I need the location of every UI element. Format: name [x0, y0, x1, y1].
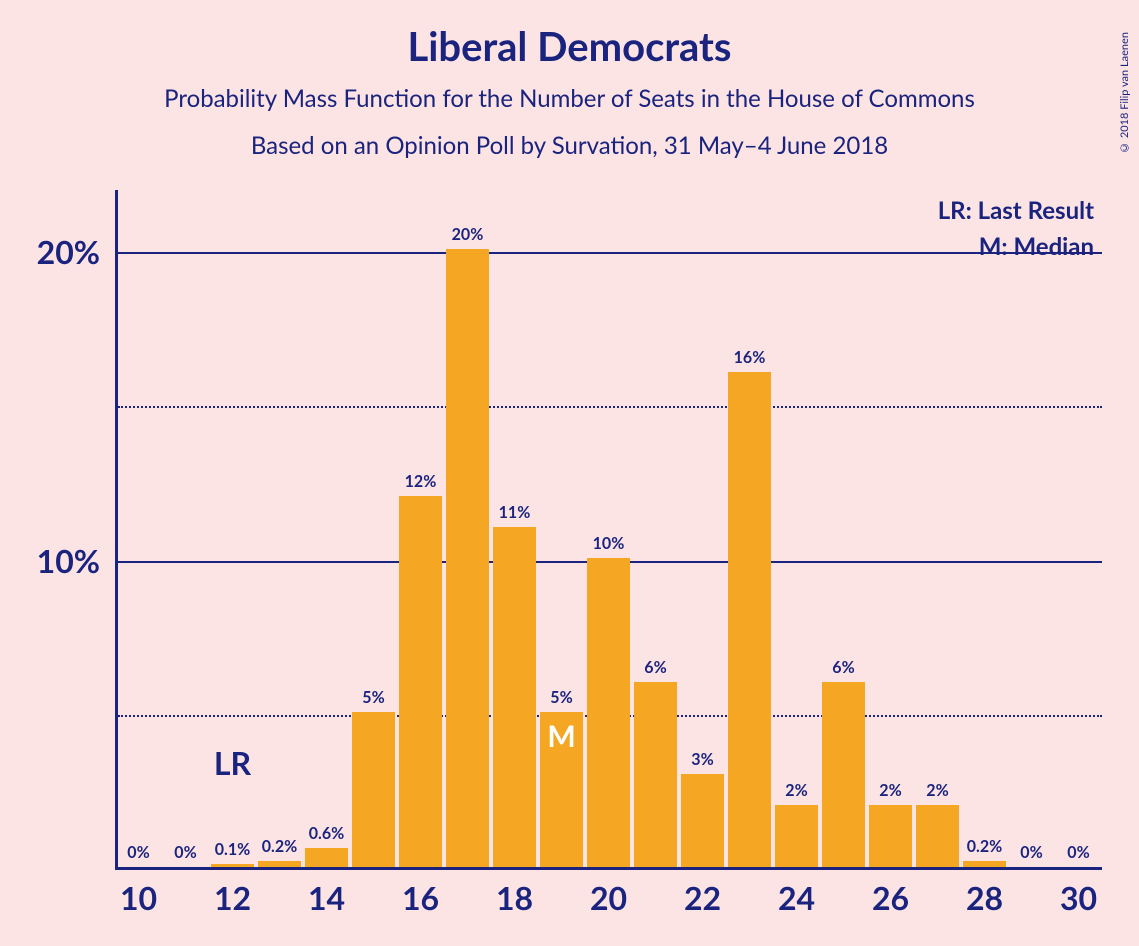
bar [728, 372, 770, 867]
bar-value-label: 0.6% [303, 824, 350, 843]
bar-value-label: 2% [914, 781, 961, 800]
bar-value-label: 0.2% [961, 837, 1008, 856]
bar-value-label: 10% [585, 534, 632, 553]
x-tick-label: 26 [851, 878, 931, 917]
bar [399, 496, 441, 867]
bar [869, 805, 911, 867]
bar-value-label: 2% [867, 781, 914, 800]
bar-value-label: 3% [679, 750, 726, 769]
bar [305, 848, 347, 867]
x-tick-label: 14 [287, 878, 367, 917]
bar [916, 805, 958, 867]
bar-value-label: 2% [773, 781, 820, 800]
chart-subtitle-1: Probability Mass Function for the Number… [0, 84, 1139, 113]
chart-title: Liberal Democrats [0, 22, 1139, 70]
bar [963, 861, 1005, 867]
legend-median: M: Median [979, 232, 1094, 261]
bar-value-label: 5% [350, 688, 397, 707]
x-tick-label: 10 [99, 878, 179, 917]
x-tick-label: 20 [569, 878, 649, 917]
x-tick-label: 16 [381, 878, 461, 917]
x-tick-label: 28 [945, 878, 1025, 917]
bar [587, 558, 629, 867]
bar-value-label: 0% [115, 843, 162, 862]
x-axis [115, 867, 1102, 870]
x-tick-label: 24 [757, 878, 837, 917]
x-tick-label: 22 [663, 878, 743, 917]
y-tick-label: 10% [10, 541, 100, 580]
bar-value-label: 6% [632, 658, 679, 677]
bar-value-label: 5% [538, 688, 585, 707]
bar-value-label: 20% [444, 225, 491, 244]
bar [775, 805, 817, 867]
bar [822, 682, 864, 867]
median-marker: M [540, 718, 582, 754]
bar-value-label: 0% [1055, 843, 1102, 862]
y-axis [115, 190, 118, 870]
chart-area: 10%20%10121416182022242628300%0%0.1%0.2%… [115, 190, 1102, 870]
bar-value-label: 6% [820, 658, 867, 677]
last-result-marker: LR [203, 743, 263, 782]
bar-value-label: 12% [397, 472, 444, 491]
bar [493, 527, 535, 867]
bar [258, 861, 300, 867]
bar [681, 774, 723, 867]
bar [634, 682, 676, 867]
x-tick-label: 30 [1039, 878, 1119, 917]
bar-value-label: 0.1% [209, 840, 256, 859]
bar-value-label: 0% [1008, 843, 1055, 862]
copyright-text: © 2018 Filip van Laenen [1118, 32, 1131, 154]
gridline [118, 406, 1102, 408]
bar-value-label: 16% [726, 348, 773, 367]
y-tick-label: 20% [10, 232, 100, 271]
bar [446, 249, 488, 867]
legend-last-result: LR: Last Result [938, 196, 1094, 225]
x-tick-label: 12 [193, 878, 273, 917]
bar-value-label: 11% [491, 503, 538, 522]
gridline [118, 252, 1102, 254]
bar-value-label: 0% [162, 843, 209, 862]
chart-subtitle-2: Based on an Opinion Poll by Survation, 3… [0, 131, 1139, 160]
x-tick-label: 18 [475, 878, 555, 917]
bar [211, 864, 253, 867]
bar-value-label: 0.2% [256, 837, 303, 856]
bar [352, 712, 394, 867]
